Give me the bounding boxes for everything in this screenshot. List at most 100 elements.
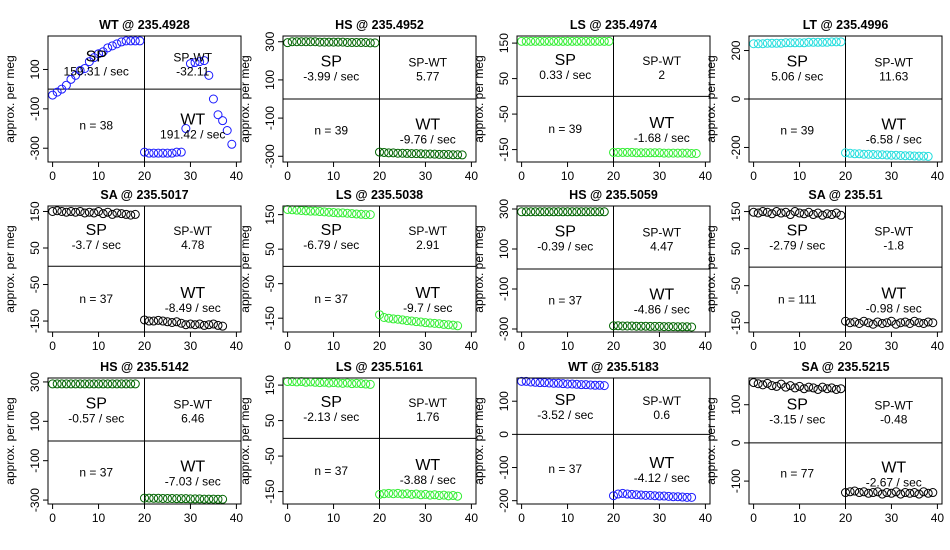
sp-point [352,378,362,388]
x-tick-label: 30 [885,511,899,525]
wt-point [425,318,435,328]
sp-point [526,207,536,217]
sp-point [107,379,117,389]
wt-point [443,320,453,330]
wt-point [172,494,182,504]
sp-point [762,38,772,48]
sp-point [535,207,545,217]
sp-point [581,207,591,217]
x-tick-label: 30 [184,511,198,525]
sp-point [338,208,348,218]
x-tick-label: 10 [92,511,106,525]
wt-rate: -0.98 / sec [866,302,922,316]
sp-point [84,379,94,389]
sp-point [342,378,352,388]
wt-point [618,488,628,498]
sp-point [767,381,777,391]
wt-point [176,147,186,157]
wt-point [914,318,924,328]
wt-point [668,322,678,332]
wt-point [195,57,205,67]
wt-point [850,149,860,159]
spwt-label: SP-WT [874,225,913,239]
sp-point [521,36,531,46]
wt-point [397,315,407,325]
sp-point [753,379,763,389]
sp-point [521,376,531,386]
sp-point [342,37,352,47]
sp-point [572,207,582,217]
wt-point [854,149,864,159]
wt-point [891,319,901,329]
y-tick-label: 100 [28,59,42,79]
wt-point [453,150,463,160]
wt-rate: -6.58 / sec [866,133,922,147]
wt-point [841,316,850,326]
sp-point [799,38,809,48]
x-tick-label: 30 [653,511,667,525]
wt-point [919,318,929,328]
x-tick-label: 0 [750,339,757,353]
wt-point [900,317,910,327]
sp-point [112,39,122,49]
y-axis-label: approx. per meg [472,225,486,312]
wt-point [928,318,938,328]
sp-point [103,43,113,53]
wt-point [641,148,651,158]
panel-2: HS @ 235.4952 approx. per meg 0 10 20 30 40 300… [238,18,478,183]
panel-title: LT @ 235.4996 [803,18,889,32]
wt-point [402,316,412,326]
wt-point [379,313,389,323]
wt-point [162,317,172,327]
y-tick-label: 50 [28,241,42,255]
x-tick-label: 10 [92,339,106,353]
y-tick-label: -100 [263,106,277,130]
sp-point [595,207,605,217]
sp-point [535,36,545,46]
sp-point [130,379,140,389]
wt-point [185,59,195,69]
wt-point [687,322,697,332]
sp-point [818,210,828,220]
wt-point [928,488,938,498]
wt-point [149,148,159,158]
wt-point [677,322,687,332]
sp-point [818,382,828,392]
x-tick-label: 10 [327,169,341,183]
x-tick-label: 10 [561,511,575,525]
sp-point [544,36,554,46]
sp-point [94,206,104,216]
wt-point [668,492,678,502]
data-points [283,377,463,501]
wt-point [218,116,228,126]
wt-point [195,494,205,504]
sp-point [310,37,320,47]
wt-label: WT [881,459,906,476]
sp-point [785,210,795,220]
sp-point [61,207,71,217]
wt-point [900,151,910,161]
wt-point [609,491,618,501]
wt-point [677,148,687,158]
wt-point [631,148,641,158]
data-points [283,204,463,331]
panel-title: SA @ 235.51 [808,188,882,202]
panel-title: SA @ 235.5215 [801,360,889,374]
x-tick-label: 20 [373,339,387,353]
x-tick-label: 20 [607,169,621,183]
sp-point [572,379,582,389]
x-tick-label: 40 [465,339,479,353]
y-tick-label: 50 [263,414,277,428]
wt-point [434,490,444,500]
sp-point [790,383,800,393]
wt-point [213,110,223,120]
sp-point [790,38,800,48]
data-points [749,207,938,329]
x-tick-label: 0 [518,169,525,183]
n-label: n = 39 [548,122,582,136]
sp-point [333,378,343,388]
wt-point [863,488,873,498]
sp-point [365,38,375,48]
x-tick-label: 10 [793,339,807,353]
y-tick-label: 100 [28,411,42,431]
